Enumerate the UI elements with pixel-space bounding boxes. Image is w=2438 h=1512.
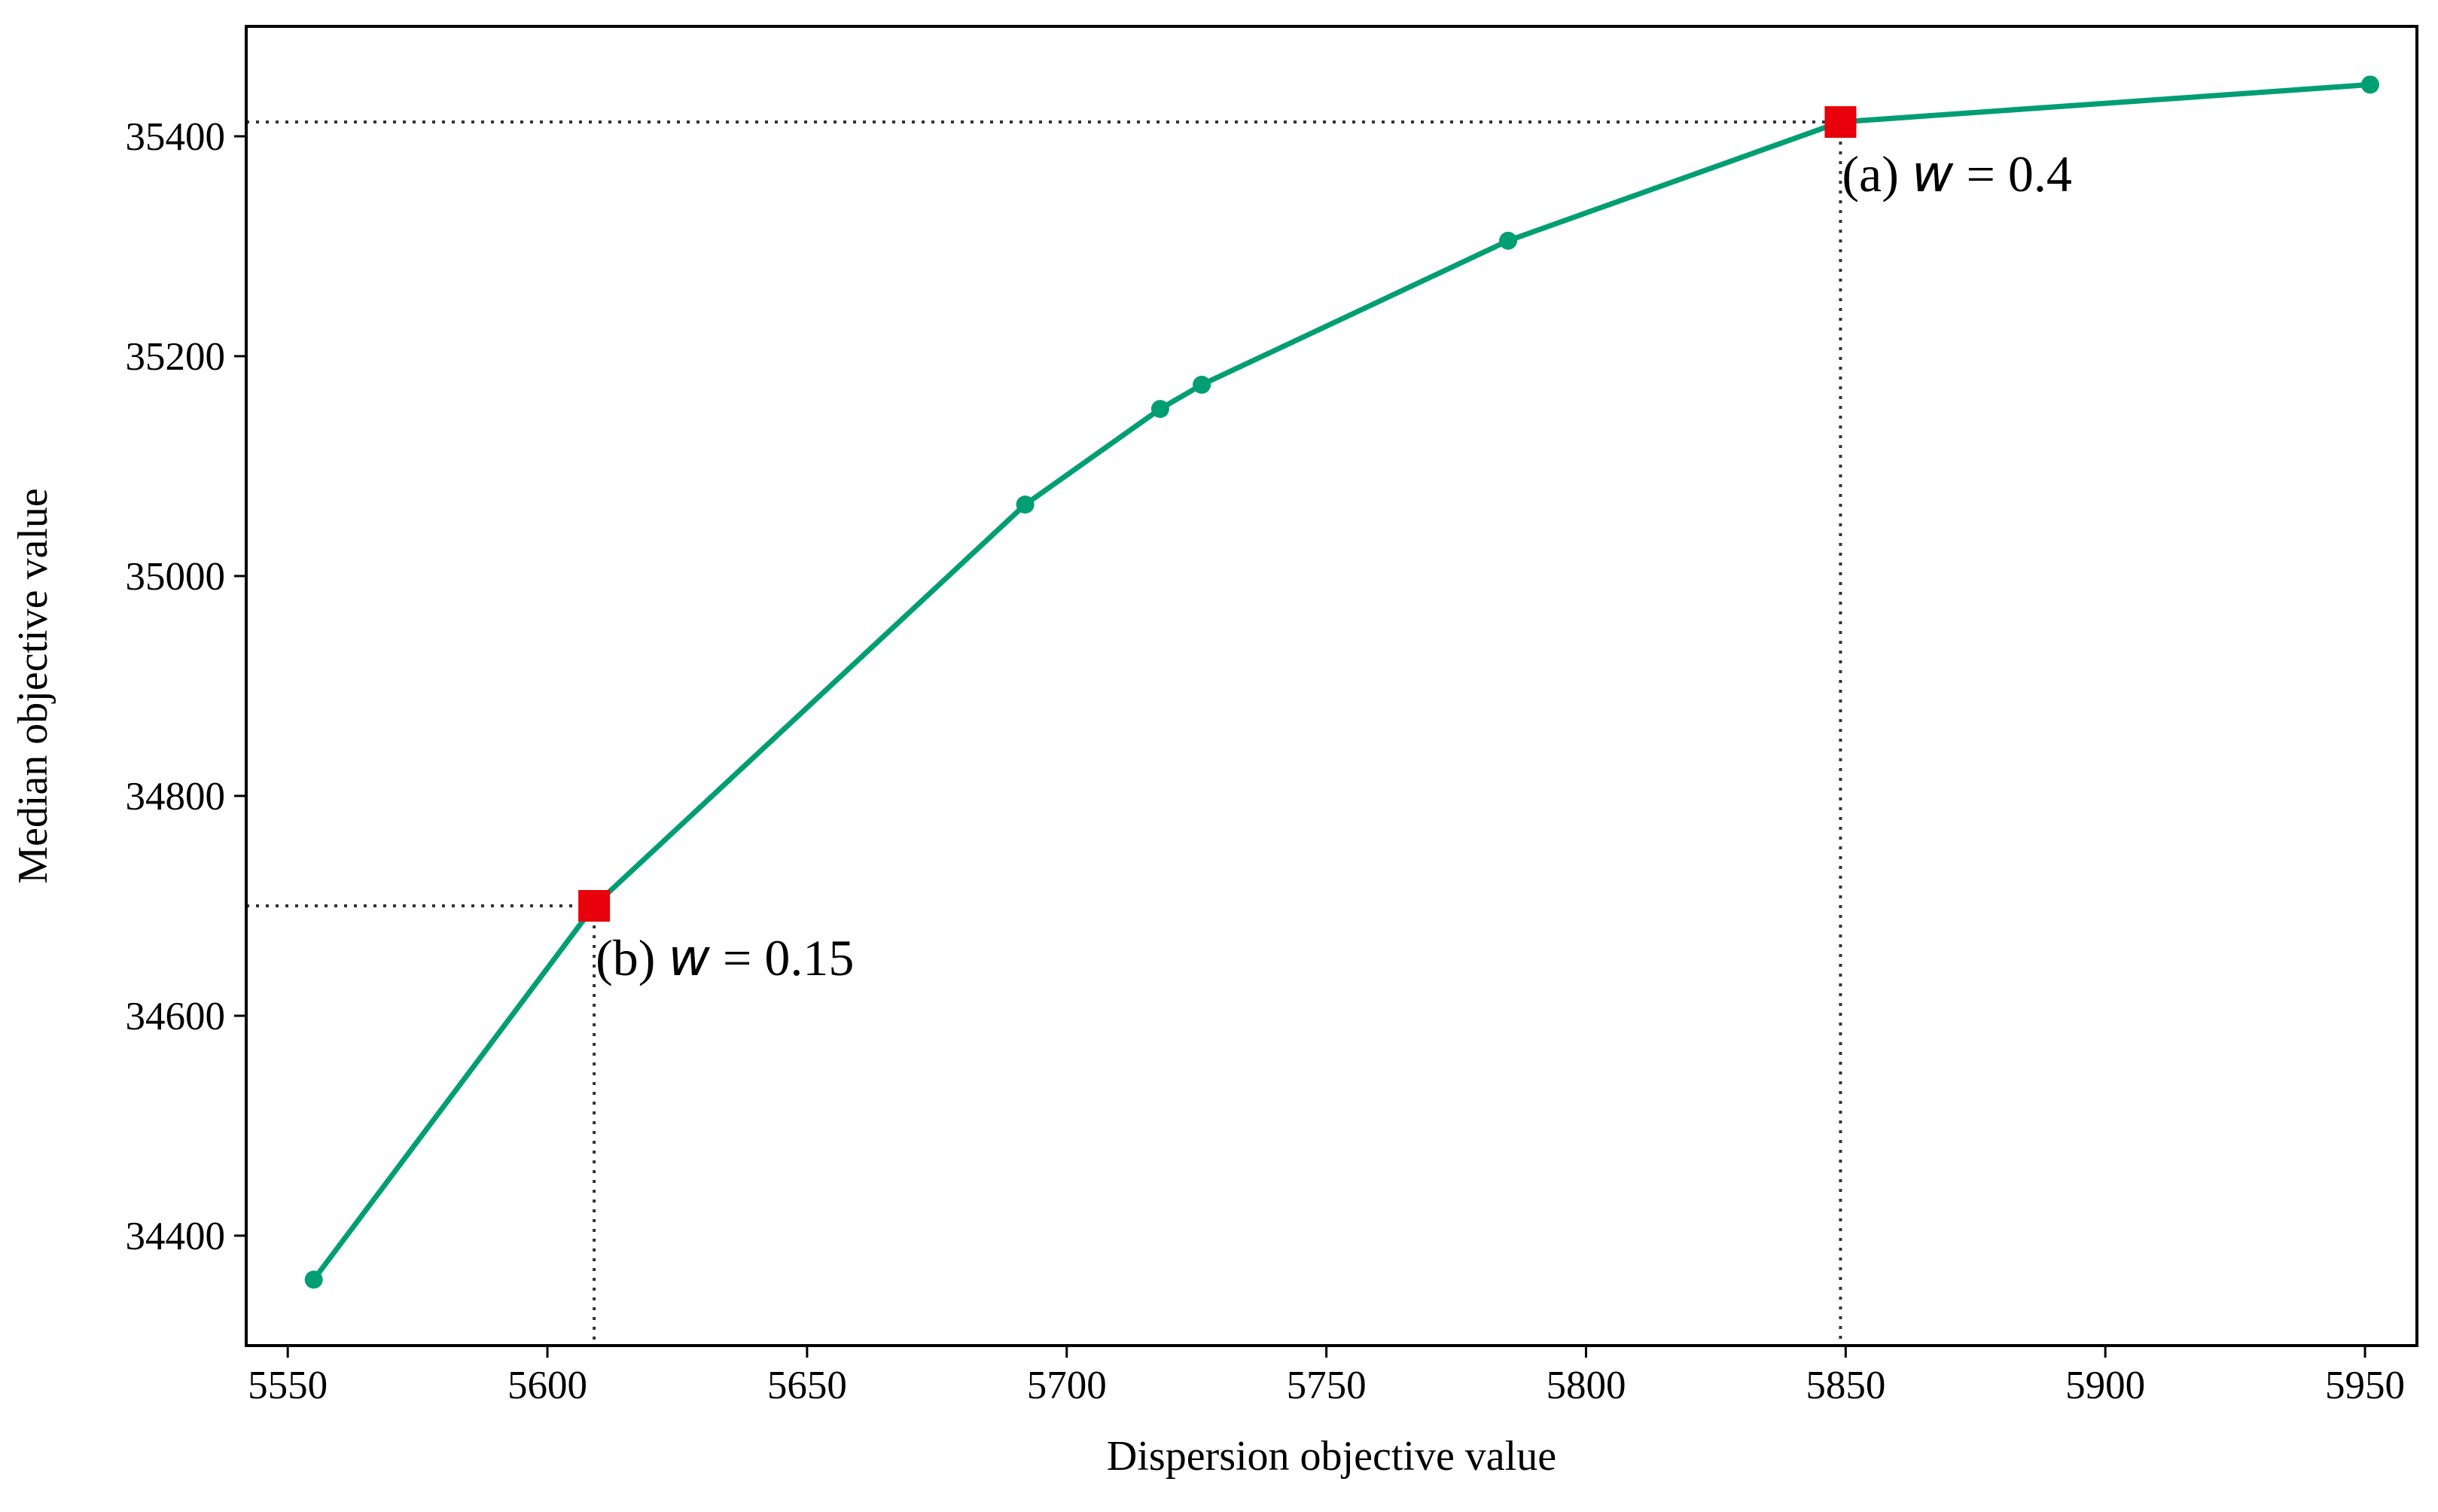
highlight-marker <box>578 890 611 922</box>
plot-frame <box>245 25 2418 1347</box>
highlight-layer: (a) w = 0.4 (b) w = 0.15 <box>578 106 2072 988</box>
x-tick-label: 5700 <box>1027 1364 1107 1407</box>
series-line <box>311 81 2371 1282</box>
data-point <box>1193 375 1211 394</box>
x-tick-label: 5800 <box>1546 1364 1626 1407</box>
data-point <box>1150 400 1169 419</box>
y-tick-label: 34800 <box>126 775 226 818</box>
data-point <box>2360 75 2379 94</box>
x-tick-label: 5900 <box>2065 1364 2145 1407</box>
guide-lines <box>246 120 1842 1346</box>
highlight-marker <box>1824 106 1857 139</box>
x-tick-label: 5600 <box>507 1364 587 1407</box>
y-tick-label: 34400 <box>126 1215 226 1258</box>
data-point <box>304 1270 323 1289</box>
y-tick-label: 35000 <box>126 555 226 599</box>
x-tick-label: 5850 <box>1806 1364 1885 1407</box>
y-tick-label: 35400 <box>126 115 226 159</box>
x-tick-label: 5650 <box>767 1364 847 1407</box>
y-axis-title: Median objective value <box>10 488 56 884</box>
x-axis-title: Dispersion objective value <box>1107 1433 1556 1480</box>
x-tick-label: 5950 <box>2325 1364 2405 1407</box>
y-tick-label: 35200 <box>126 335 226 379</box>
y-axis: 34400 34600 34800 35000 35200 35400 <box>126 115 246 1258</box>
data-point <box>1016 495 1035 514</box>
x-tick-label: 5750 <box>1287 1364 1367 1407</box>
highlight-annotation: (b) w = 0.15 <box>596 928 854 988</box>
x-tick-label: 5550 <box>248 1364 328 1407</box>
x-axis: 5550 5600 5650 5700 5750 5800 5850 5900 5950 <box>248 1346 2405 1407</box>
highlight-annotation: (a) w = 0.4 <box>1842 145 2071 204</box>
data-point <box>1499 231 1518 250</box>
y-tick-label: 34600 <box>126 995 226 1038</box>
